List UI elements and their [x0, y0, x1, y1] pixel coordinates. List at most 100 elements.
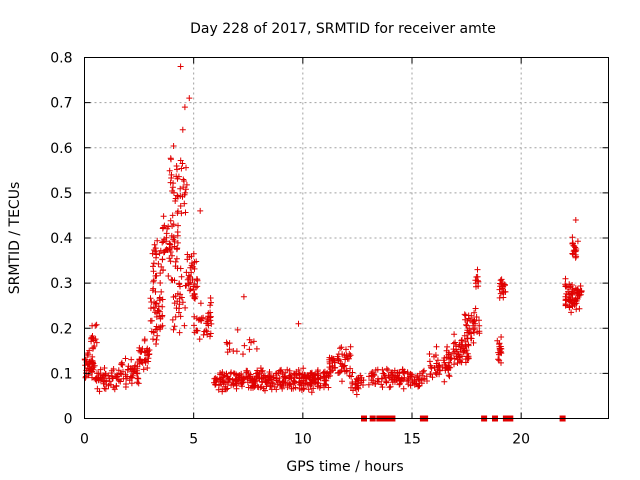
data-point [102, 370, 109, 377]
data-point [128, 356, 135, 363]
data-point [382, 374, 389, 381]
data-point [86, 365, 93, 372]
data-point [172, 258, 179, 265]
data-point [191, 295, 198, 301]
data-point [246, 336, 253, 343]
data-point [178, 165, 185, 172]
data-point [167, 155, 174, 162]
data-point [103, 381, 110, 388]
data-point [122, 371, 129, 378]
data-point [383, 365, 390, 372]
data-point [159, 256, 166, 263]
data-point [179, 160, 186, 167]
data-point [117, 378, 124, 385]
data-point [201, 328, 208, 335]
data-point [129, 366, 136, 373]
data-point [241, 342, 248, 349]
data-point [445, 372, 452, 379]
data-point [106, 375, 113, 382]
data-point [420, 368, 426, 375]
data-point [151, 247, 158, 253]
data-point [270, 374, 277, 381]
data-point [158, 263, 165, 270]
data-point [138, 348, 145, 355]
data-point [569, 302, 576, 309]
data-point [421, 367, 427, 374]
data-point [190, 250, 197, 257]
data-point [223, 339, 230, 346]
data-point [572, 254, 579, 261]
data-point [151, 241, 158, 248]
data-point [166, 240, 173, 247]
data-point [153, 251, 160, 258]
data-point [160, 267, 167, 273]
x-tick-label: 10 [294, 432, 312, 448]
data-point [305, 386, 312, 393]
data-point [152, 300, 159, 307]
data-point [169, 316, 176, 323]
data-point [197, 316, 203, 323]
data-point [230, 380, 237, 387]
data-point [302, 380, 309, 387]
data-point [471, 309, 478, 316]
data-point [179, 299, 186, 306]
data-point [567, 297, 574, 304]
data-point [235, 372, 242, 379]
data-point [499, 289, 506, 296]
data-point [211, 375, 218, 382]
data-point [433, 371, 440, 378]
data-point [123, 375, 130, 382]
data-point [173, 163, 180, 169]
data-point [312, 371, 319, 378]
data-point [178, 273, 185, 280]
data-point [159, 239, 166, 246]
data-point [280, 378, 287, 385]
data-point [154, 332, 161, 339]
data-point [182, 282, 189, 289]
data-point [461, 332, 468, 339]
data-point [349, 379, 356, 386]
data-point [314, 379, 320, 386]
data-point [110, 384, 117, 391]
data-point [434, 357, 441, 364]
data-point [574, 291, 581, 298]
data-point [115, 377, 122, 384]
data-point [295, 320, 302, 327]
data-point [457, 341, 463, 348]
data-point [219, 377, 226, 384]
data-point [445, 366, 452, 372]
data-point [311, 372, 317, 379]
data-point [240, 379, 246, 386]
data-point [295, 367, 302, 373]
y-tick-label: 0.3 [50, 276, 72, 292]
data-point [474, 266, 481, 273]
y-tick-label: 0.8 [50, 51, 72, 67]
data-point [317, 375, 324, 382]
data-point [300, 386, 307, 392]
data-point [464, 356, 471, 362]
data-point [154, 237, 161, 244]
y-tick-label: 0.1 [50, 366, 72, 382]
data-marks [81, 63, 585, 422]
data-point [197, 300, 204, 307]
data-point [171, 238, 178, 245]
data-point [573, 247, 580, 254]
data-point [153, 336, 160, 343]
data-point [497, 283, 504, 290]
data-point [136, 344, 143, 351]
data-point [415, 376, 422, 383]
data-point [310, 385, 317, 392]
data-point [332, 364, 339, 371]
data-point [468, 335, 475, 342]
data-point [436, 362, 443, 369]
data-point [250, 376, 257, 383]
data-point [386, 384, 393, 391]
data-point [418, 380, 425, 387]
data-point [227, 370, 234, 377]
data-point [234, 326, 241, 333]
data-point [292, 384, 299, 391]
data-point [566, 281, 573, 288]
data-point [369, 379, 376, 386]
data-point [306, 375, 313, 382]
data-point [417, 377, 424, 384]
